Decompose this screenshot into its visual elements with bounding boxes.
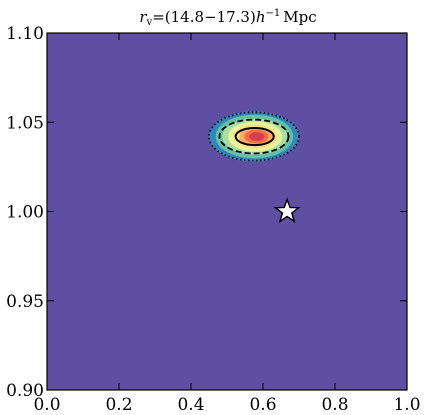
x-tick-label: 0.8 [321, 395, 348, 415]
x-tick-label: 0.0 [33, 395, 60, 415]
title-unit: Mpc [283, 8, 316, 26]
y-tick-label: 0.95 [6, 292, 44, 312]
star-marker [273, 197, 301, 223]
x-tick-label: 0.4 [177, 395, 204, 415]
title-h: h [256, 8, 266, 26]
title-sup: −1 [266, 8, 281, 19]
chart-title: rv=(14.8−17.3)h−1 Mpc [139, 8, 316, 28]
y-tick-label: 1.05 [6, 113, 44, 133]
x-tick-label: 1.0 [393, 395, 420, 415]
density-level-8 [249, 132, 265, 141]
y-tick-label: 1.00 [6, 203, 44, 223]
y-tick-label: 1.10 [6, 24, 44, 44]
y-tick-label: 0.90 [6, 381, 44, 401]
title-range: =(14.8−17.3) [152, 8, 256, 26]
title-sub: v [146, 17, 153, 28]
contour-inner [234, 126, 275, 147]
title-r: r [139, 8, 147, 26]
plot-area [47, 33, 407, 390]
x-tick-label: 0.2 [105, 395, 132, 415]
contour-outer [208, 111, 300, 162]
axes: 0.0 0.2 0.4 0.6 0.8 1.0 0.90 0.95 1.00 1.05 1.10 [6, 24, 420, 415]
heatmap-background [47, 33, 407, 390]
contour-middle [218, 118, 290, 155]
x-tick-label: 0.6 [249, 395, 276, 415]
